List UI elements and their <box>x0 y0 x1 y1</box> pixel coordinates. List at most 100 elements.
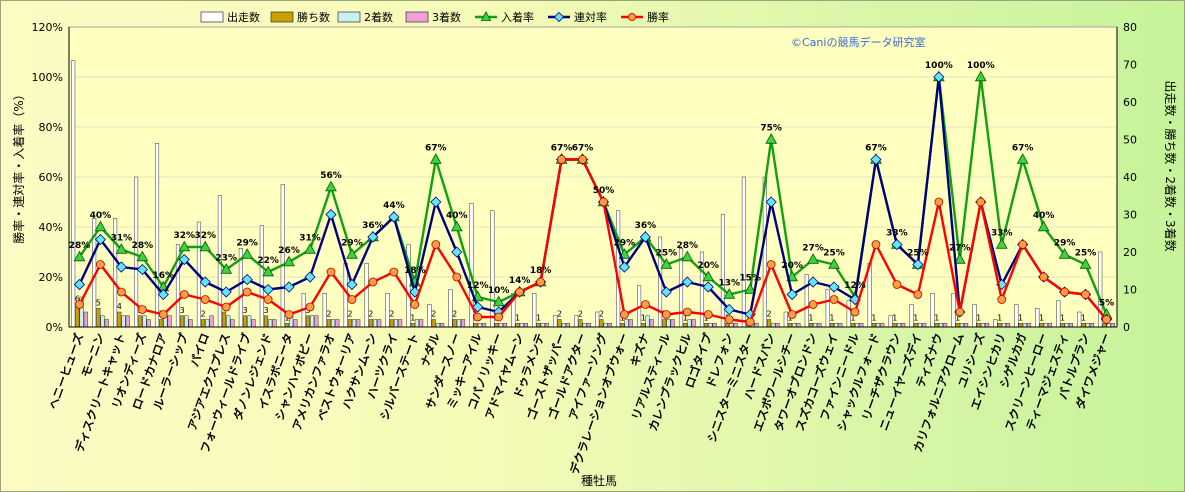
triangle-marker <box>73 250 86 262</box>
circle-marker <box>1039 272 1049 282</box>
bar-value-label: 1 <box>892 313 897 322</box>
bar-value-label: 1 <box>808 313 813 322</box>
triangle-marker <box>807 253 819 264</box>
bar <box>771 323 776 328</box>
point-label: 18% <box>530 266 552 276</box>
bar-value-label: 2 <box>389 310 394 319</box>
bar <box>452 319 457 328</box>
circle-marker <box>368 277 378 287</box>
bar-value-label: 1 <box>515 313 520 322</box>
bar <box>892 323 897 328</box>
bar <box>557 319 562 328</box>
triangle-marker <box>429 153 442 164</box>
bar <box>767 319 772 328</box>
bar <box>1089 323 1094 328</box>
bar <box>414 319 419 328</box>
circle-marker <box>117 287 126 297</box>
diamond-marker <box>220 286 232 298</box>
circle-marker <box>850 307 860 317</box>
bar <box>817 323 822 328</box>
circle-marker <box>808 300 818 309</box>
bar <box>477 323 482 328</box>
triangle-marker <box>660 258 673 269</box>
triangle-marker <box>744 283 757 294</box>
bar <box>473 323 478 328</box>
bar <box>1043 323 1048 328</box>
bar <box>896 323 902 328</box>
legend-marker <box>480 11 492 21</box>
diamond-marker <box>723 303 735 316</box>
bar <box>913 323 918 328</box>
bar-value-label: 2 <box>767 310 772 319</box>
bar <box>620 323 625 328</box>
bar <box>456 319 461 328</box>
bar-value-label: 6 <box>75 295 80 304</box>
diamond-marker <box>912 258 924 271</box>
diamond-marker <box>786 288 798 301</box>
bar <box>1081 323 1086 328</box>
diamond-marker <box>472 301 484 313</box>
triangle-marker <box>765 133 778 144</box>
bar <box>188 319 193 328</box>
diamond-marker <box>430 196 442 208</box>
bar <box>561 323 566 328</box>
diamond-marker <box>136 263 148 276</box>
circle-marker <box>703 310 713 319</box>
circle-marker <box>473 312 483 322</box>
bar <box>917 323 923 328</box>
triangle-marker <box>974 70 987 82</box>
bar <box>205 319 210 328</box>
bar <box>733 323 738 328</box>
triangle-marker <box>178 240 191 252</box>
bar-value-label: 3 <box>180 306 185 315</box>
circle-marker <box>1018 240 1028 249</box>
bar <box>603 323 608 328</box>
bar <box>578 319 583 328</box>
bar <box>582 323 587 328</box>
circle-marker <box>578 155 587 164</box>
diamond-marker <box>94 233 107 246</box>
bar <box>741 176 746 328</box>
bar <box>536 323 541 328</box>
point-label: 25% <box>907 249 929 259</box>
bar <box>356 319 361 328</box>
circle-marker <box>1102 315 1111 324</box>
bar <box>1039 323 1044 328</box>
bar <box>71 60 76 328</box>
right-tick-label: 10 <box>1123 284 1137 297</box>
legend-swatch <box>270 11 294 23</box>
bar <box>876 323 881 328</box>
bar <box>980 323 985 328</box>
point-label: 16% <box>153 271 175 281</box>
bar <box>389 319 394 328</box>
bar <box>523 323 528 328</box>
bar <box>167 315 172 328</box>
bar <box>808 323 814 328</box>
bar <box>683 323 688 328</box>
bar <box>985 323 990 328</box>
bar <box>284 323 290 328</box>
right-axis-title: 出走数・勝ち数・2着数・3着数 <box>1163 80 1178 251</box>
bar <box>691 319 696 328</box>
bar <box>251 319 256 328</box>
point-label: 20% <box>698 261 720 271</box>
circle-marker <box>724 315 734 324</box>
bar <box>938 323 943 328</box>
point-label: 20% <box>781 261 803 271</box>
right-tick-label: 20 <box>1123 246 1137 259</box>
point-label: 25% <box>1075 249 1097 259</box>
bar <box>855 323 860 328</box>
point-label: 28% <box>132 241 154 251</box>
bar-value-label: 1 <box>871 313 876 322</box>
circle-marker <box>620 310 629 319</box>
bar-value-label: 2 <box>578 310 583 319</box>
bar-value-label: 5 <box>96 298 101 307</box>
triangle-marker <box>492 295 505 307</box>
bar <box>310 315 315 328</box>
triangle-marker <box>136 250 149 262</box>
circle-marker <box>599 197 608 207</box>
triangle-marker <box>1016 153 1029 164</box>
